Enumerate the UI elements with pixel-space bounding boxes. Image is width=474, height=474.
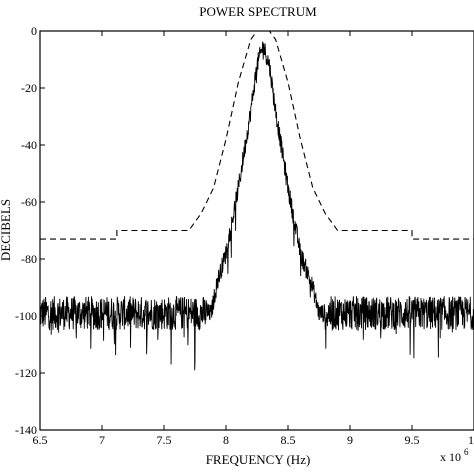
y-tick-label: -20 [21,81,37,95]
y-tick-label: -80 [21,252,37,266]
x-axis-multiplier-exponent: 6 [464,447,469,457]
dashed-series-group [40,30,474,240]
y-tick-label: 0 [31,24,37,38]
x-tick-label: 7 [99,433,105,447]
x-tick-label: 9 [347,433,353,447]
x-tick-label: 8 [223,433,229,447]
y-tick-label: -140 [15,423,37,437]
x-tick-label: 6.5 [33,433,48,447]
x-axis-ticks: 6.5 7 7.5 8 8.5 9 9.5 10 [33,31,474,447]
y-tick-label: -100 [15,309,37,323]
plot-frame [39,30,474,431]
x-tick-label: 9.5 [405,433,420,447]
y-tick-label: -40 [21,138,37,152]
solid-series-group [39,41,474,371]
x-tick-label: 8.5 [281,433,296,447]
dashed-envelope-line [40,30,474,240]
y-tick-label: -120 [15,366,37,380]
x-axis-multiplier: x 10 6 [440,447,469,464]
x-axis-label: FREQUENCY (Hz) [206,452,311,467]
y-axis-label: DECIBELS [0,199,13,261]
x-tick-label: 10 [468,433,474,447]
x-tick-label: 7.5 [157,433,172,447]
solid-spectrum-line [39,41,474,371]
y-axis-ticks: 0 -20 -40 -60 -80 -100 -120 -140 [15,24,45,437]
x-axis-multiplier-base: x 10 [440,450,461,464]
y-tick-label: -60 [21,195,37,209]
chart-title: POWER SPECTRUM [199,4,317,19]
